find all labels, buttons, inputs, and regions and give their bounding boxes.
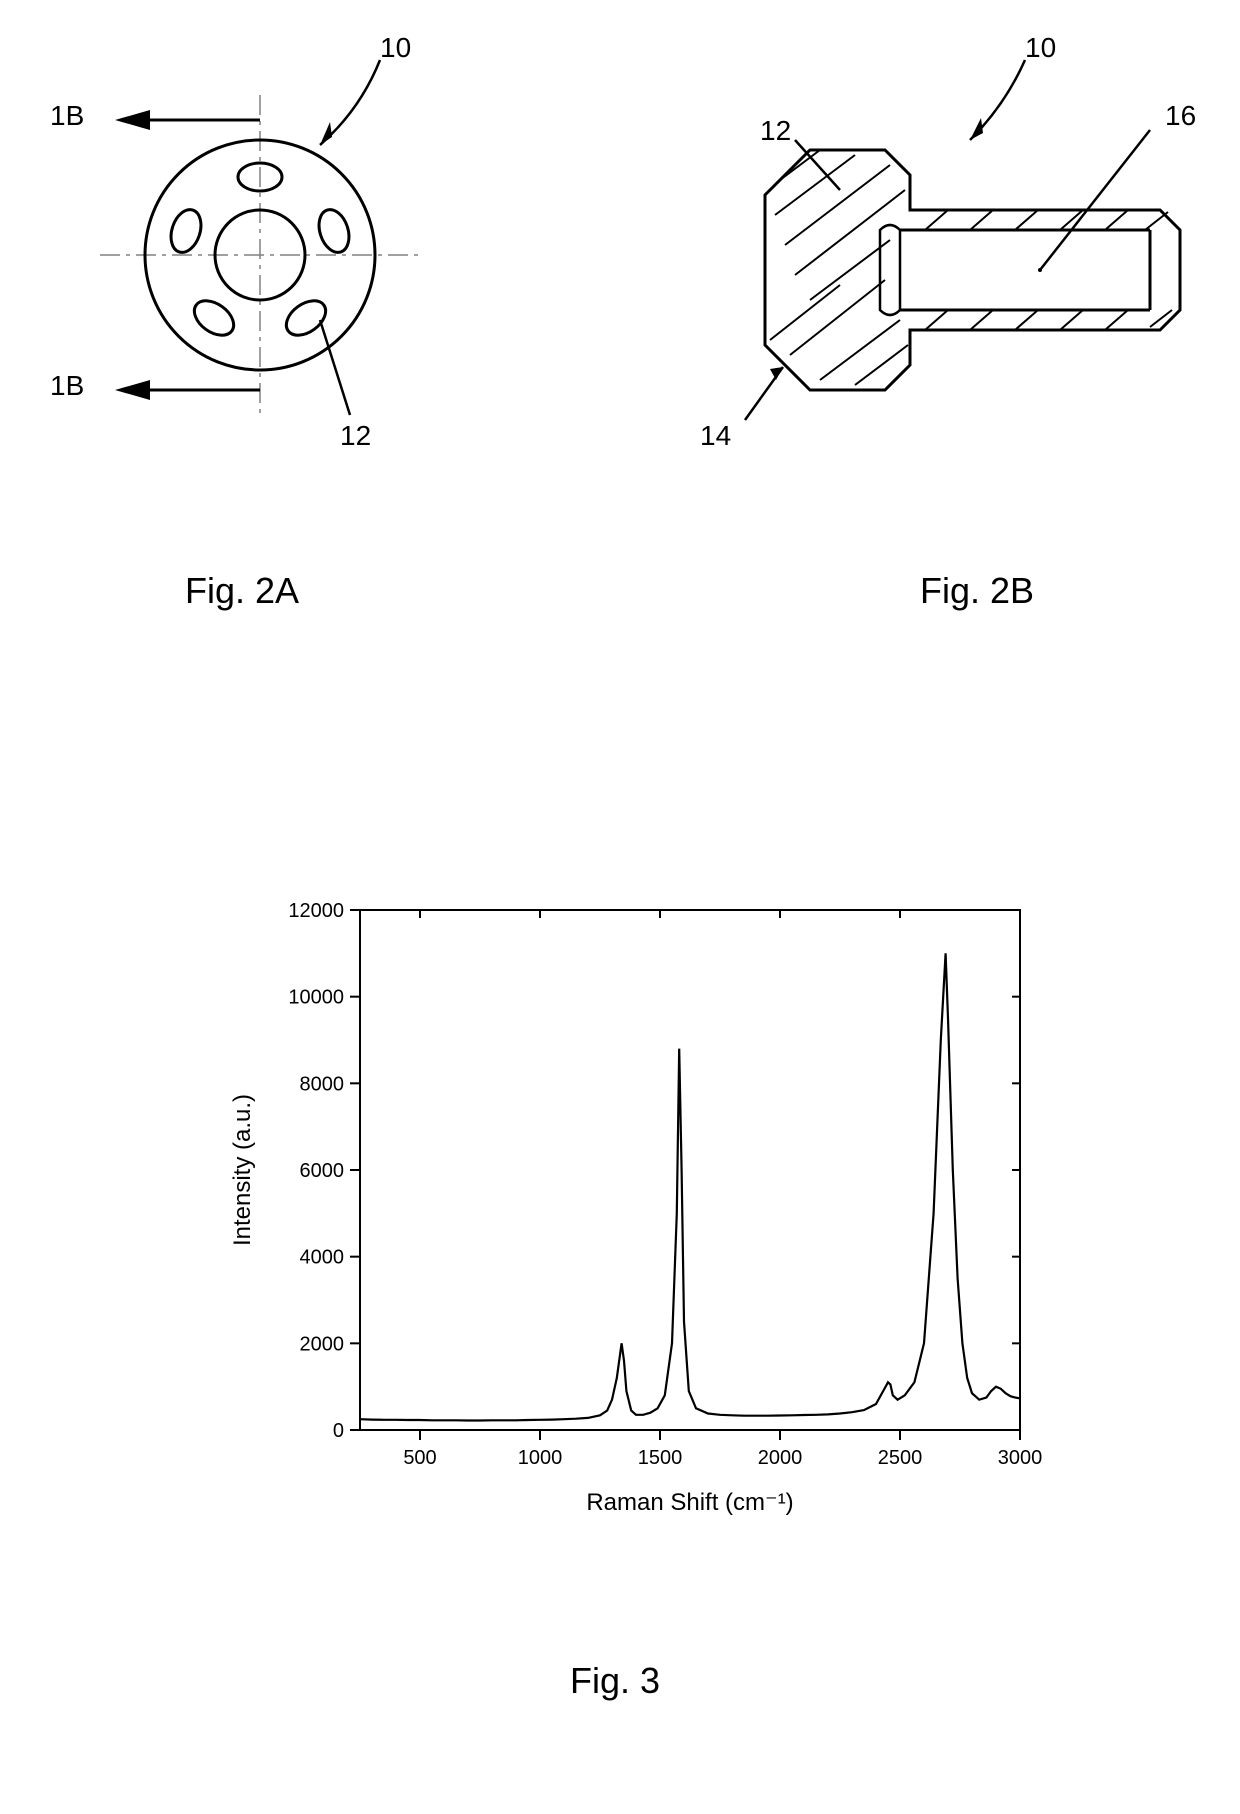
svg-text:10000: 10000 <box>288 987 344 1009</box>
fig-2a-drawing <box>40 20 490 440</box>
fig2a-ref-10: 10 <box>380 32 411 64</box>
svg-text:8000: 8000 <box>300 1073 345 1095</box>
fig3-chart: 500 1000 1500 2000 2500 3000 0 2000 4000 6000 800… <box>210 870 1090 1570</box>
fig2a-section-bot-label: 1B <box>50 370 84 402</box>
svg-text:500: 500 <box>403 1447 436 1469</box>
svg-text:6000: 6000 <box>300 1160 345 1182</box>
fig2b-ref-12: 12 <box>760 115 791 147</box>
svg-text:2000: 2000 <box>758 1447 803 1469</box>
svg-text:Intensity (a.u.): Intensity (a.u.) <box>229 1094 256 1246</box>
svg-text:3000: 3000 <box>998 1447 1043 1469</box>
fig2a-ref-12: 12 <box>340 420 371 452</box>
svg-text:2000: 2000 <box>300 1333 345 1355</box>
fig2b-caption: Fig. 2B <box>920 570 1034 612</box>
svg-text:1000: 1000 <box>518 1447 563 1469</box>
fig2b-ref-10: 10 <box>1025 32 1056 64</box>
svg-text:12000: 12000 <box>288 900 344 922</box>
svg-text:0: 0 <box>333 1420 344 1442</box>
fig2b-ref-16: 16 <box>1165 100 1196 132</box>
fig2a-caption: Fig. 2A <box>185 570 299 612</box>
fig-2b-drawing <box>690 20 1210 440</box>
svg-text:1500: 1500 <box>638 1447 683 1469</box>
svg-text:2500: 2500 <box>878 1447 923 1469</box>
fig3-caption: Fig. 3 <box>570 1660 660 1702</box>
fig2a-section-top-label: 1B <box>50 100 84 132</box>
svg-text:Raman Shift (cm⁻¹): Raman Shift (cm⁻¹) <box>586 1489 793 1516</box>
svg-text:4000: 4000 <box>300 1247 345 1269</box>
fig2b-ref-14: 14 <box>700 420 731 452</box>
